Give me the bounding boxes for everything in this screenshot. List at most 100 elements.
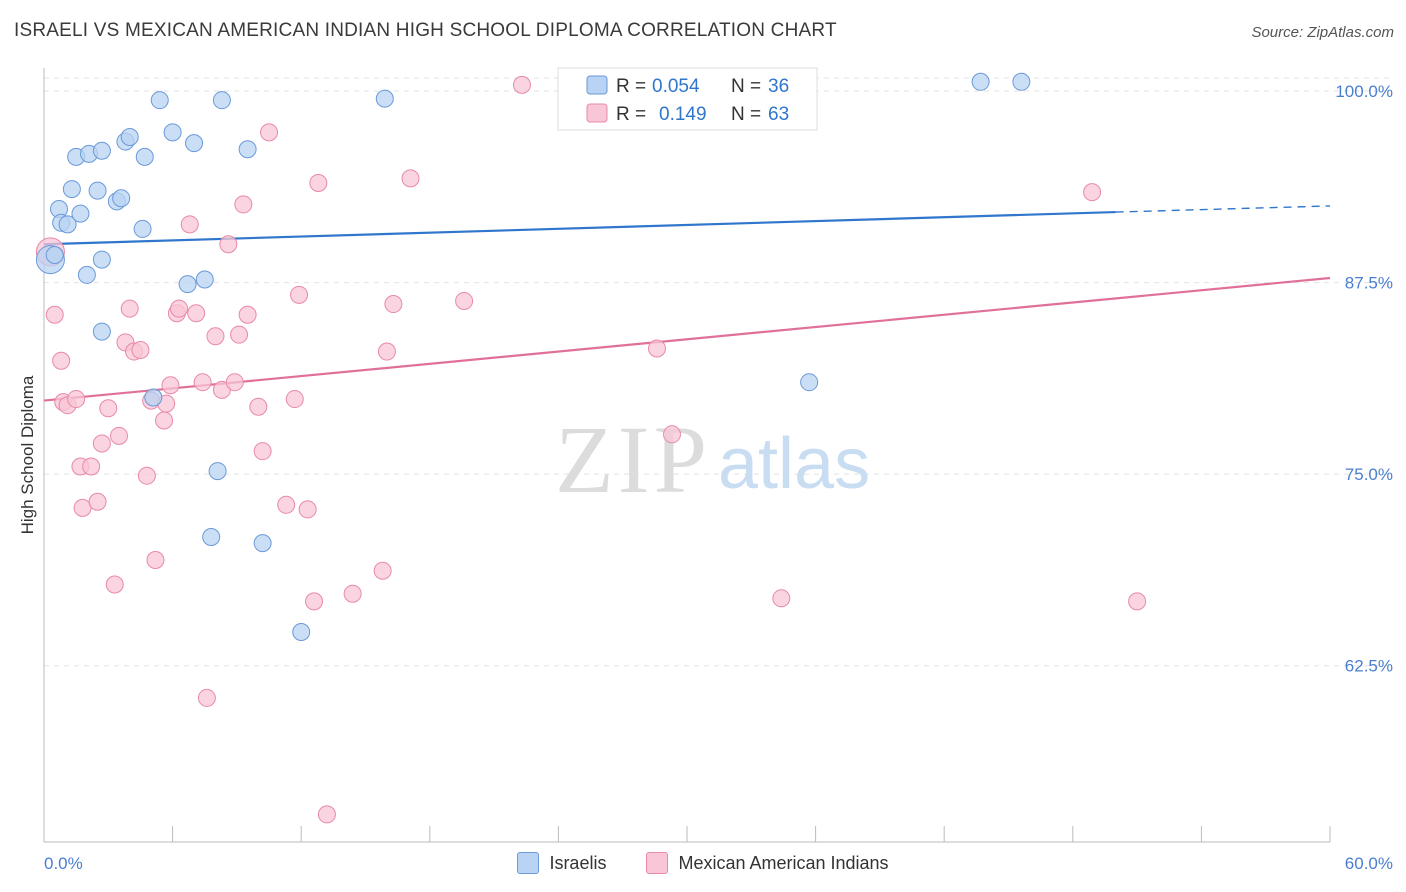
point-mexican-american-indians [317, 805, 336, 824]
point-mexican-american-indians [105, 575, 124, 594]
point-mexican-american-indians [230, 325, 249, 344]
point-israelis [185, 134, 204, 153]
trend-lines [43, 205, 1331, 402]
axes [43, 68, 1331, 843]
point-mexican-american-indians [343, 584, 362, 603]
point-mexican-american-indians [249, 397, 268, 416]
point-israelis [178, 275, 197, 294]
watermark-atlas: atlas [718, 424, 870, 504]
legend-swatch-mexican-bottom [646, 852, 669, 874]
y-tick-label: 100.0% [1335, 82, 1393, 101]
point-israelis [1012, 72, 1031, 91]
point-mexican-american-indians [197, 688, 216, 707]
stats-r-value-1: 0.054 [652, 76, 700, 97]
legend-swatch-mexican [586, 103, 608, 123]
point-mexican-american-indians [512, 75, 531, 94]
legend-item-mexican-american-indians[interactable]: Mexican American Indians [646, 852, 889, 874]
y-axis-label: High School Diploma [18, 375, 37, 534]
point-mexican-american-indians [170, 299, 189, 318]
legend-swatch-israelis-bottom [517, 852, 540, 874]
x-tick-label-min: 0.0% [44, 854, 83, 873]
point-mexican-american-indians [647, 339, 666, 358]
series-legend: Israelis Mexican American Indians [0, 852, 1406, 874]
point-mexican-american-indians [67, 390, 86, 409]
grid-lines [44, 77, 1390, 667]
point-israelis [163, 123, 182, 142]
point-mexican-american-indians [88, 492, 107, 511]
trend-line-mexican-american-indians [43, 276, 1331, 402]
point-mexican-american-indians [290, 285, 309, 304]
point-israelis [62, 180, 81, 199]
point-mexican-american-indians [238, 305, 257, 324]
point-israelis [144, 388, 163, 407]
point-israelis [292, 623, 311, 642]
point-mexican-american-indians [309, 173, 328, 192]
point-mexican-american-indians [401, 169, 420, 188]
point-mexican-american-indians [161, 376, 180, 395]
axis-ticks: 62.5% 75.0% 87.5% 100.0% 0.0% 60.0% [44, 82, 1393, 873]
point-mexican-american-indians [137, 466, 156, 485]
y-tick-label: 75.0% [1345, 465, 1393, 484]
point-mexican-american-indians [206, 327, 225, 346]
point-mexican-american-indians [73, 498, 92, 517]
point-mexican-american-indians [110, 426, 129, 445]
point-mexican-american-indians [373, 561, 392, 580]
point-mexican-american-indians [99, 399, 118, 418]
legend-label-israelis: Israelis [549, 852, 607, 873]
point-mexican-american-indians [305, 592, 324, 611]
watermark-zip: ZIP [555, 406, 711, 513]
legend-label-mexican-american-indians: Mexican American Indians [678, 852, 889, 873]
point-mexican-american-indians [772, 589, 791, 608]
point-israelis [135, 147, 154, 166]
point-israelis [212, 91, 231, 110]
point-mexican-american-indians [298, 500, 317, 519]
point-mexican-american-indians [120, 299, 139, 318]
point-israelis [800, 373, 819, 392]
point-israelis [92, 141, 111, 160]
point-mexican-american-indians [1128, 592, 1147, 611]
point-mexican-american-indians [277, 495, 296, 514]
point-israelis [92, 322, 111, 341]
point-israelis [45, 245, 64, 264]
point-israelis [92, 250, 111, 269]
point-mexican-american-indians [662, 425, 681, 444]
legend-swatch-israelis [586, 75, 608, 95]
point-mexican-american-indians [131, 341, 150, 360]
legend-item-israelis[interactable]: Israelis [517, 852, 606, 874]
trend-line-israelis-extension [1115, 205, 1331, 213]
stats-r-value-2: 0.149 [659, 104, 707, 125]
point-israelis [195, 270, 214, 289]
point-mexican-american-indians [285, 390, 304, 409]
stats-r-label-2: R = [616, 104, 646, 125]
source-credit: Source: ZipAtlas.com [1251, 24, 1394, 41]
point-mexican-american-indians [384, 295, 403, 314]
point-mexican-american-indians [377, 342, 396, 361]
point-israelis [77, 265, 96, 284]
trend-line-israelis [43, 210, 1116, 246]
point-mexican-american-indians [82, 457, 101, 476]
data-points [35, 72, 1147, 824]
point-israelis [238, 140, 257, 159]
point-mexican-american-indians [45, 305, 64, 324]
point-mexican-american-indians [193, 373, 212, 392]
point-israelis [150, 91, 169, 110]
y-tick-label: 87.5% [1345, 274, 1393, 293]
point-mexican-american-indians [92, 434, 111, 453]
point-israelis [71, 204, 90, 223]
point-mexican-american-indians [234, 195, 253, 214]
point-israelis [58, 215, 77, 234]
point-israelis [208, 462, 227, 481]
point-mexican-american-indians [52, 351, 71, 370]
point-mexican-american-indians [187, 304, 206, 323]
point-mexican-american-indians [180, 215, 199, 234]
point-mexican-american-indians [155, 411, 174, 430]
stats-legend: R = 0.054 N = 36 R = 0.149 N = 63 [557, 67, 818, 131]
point-israelis [120, 127, 139, 146]
point-israelis [971, 72, 990, 91]
point-mexican-american-indians [219, 235, 238, 254]
point-mexican-american-indians [455, 291, 474, 310]
point-israelis [375, 89, 394, 108]
chart-title: ISRAELI VS MEXICAN AMERICAN INDIAN HIGH … [14, 20, 837, 41]
stats-n-label-1: N = [731, 76, 761, 97]
